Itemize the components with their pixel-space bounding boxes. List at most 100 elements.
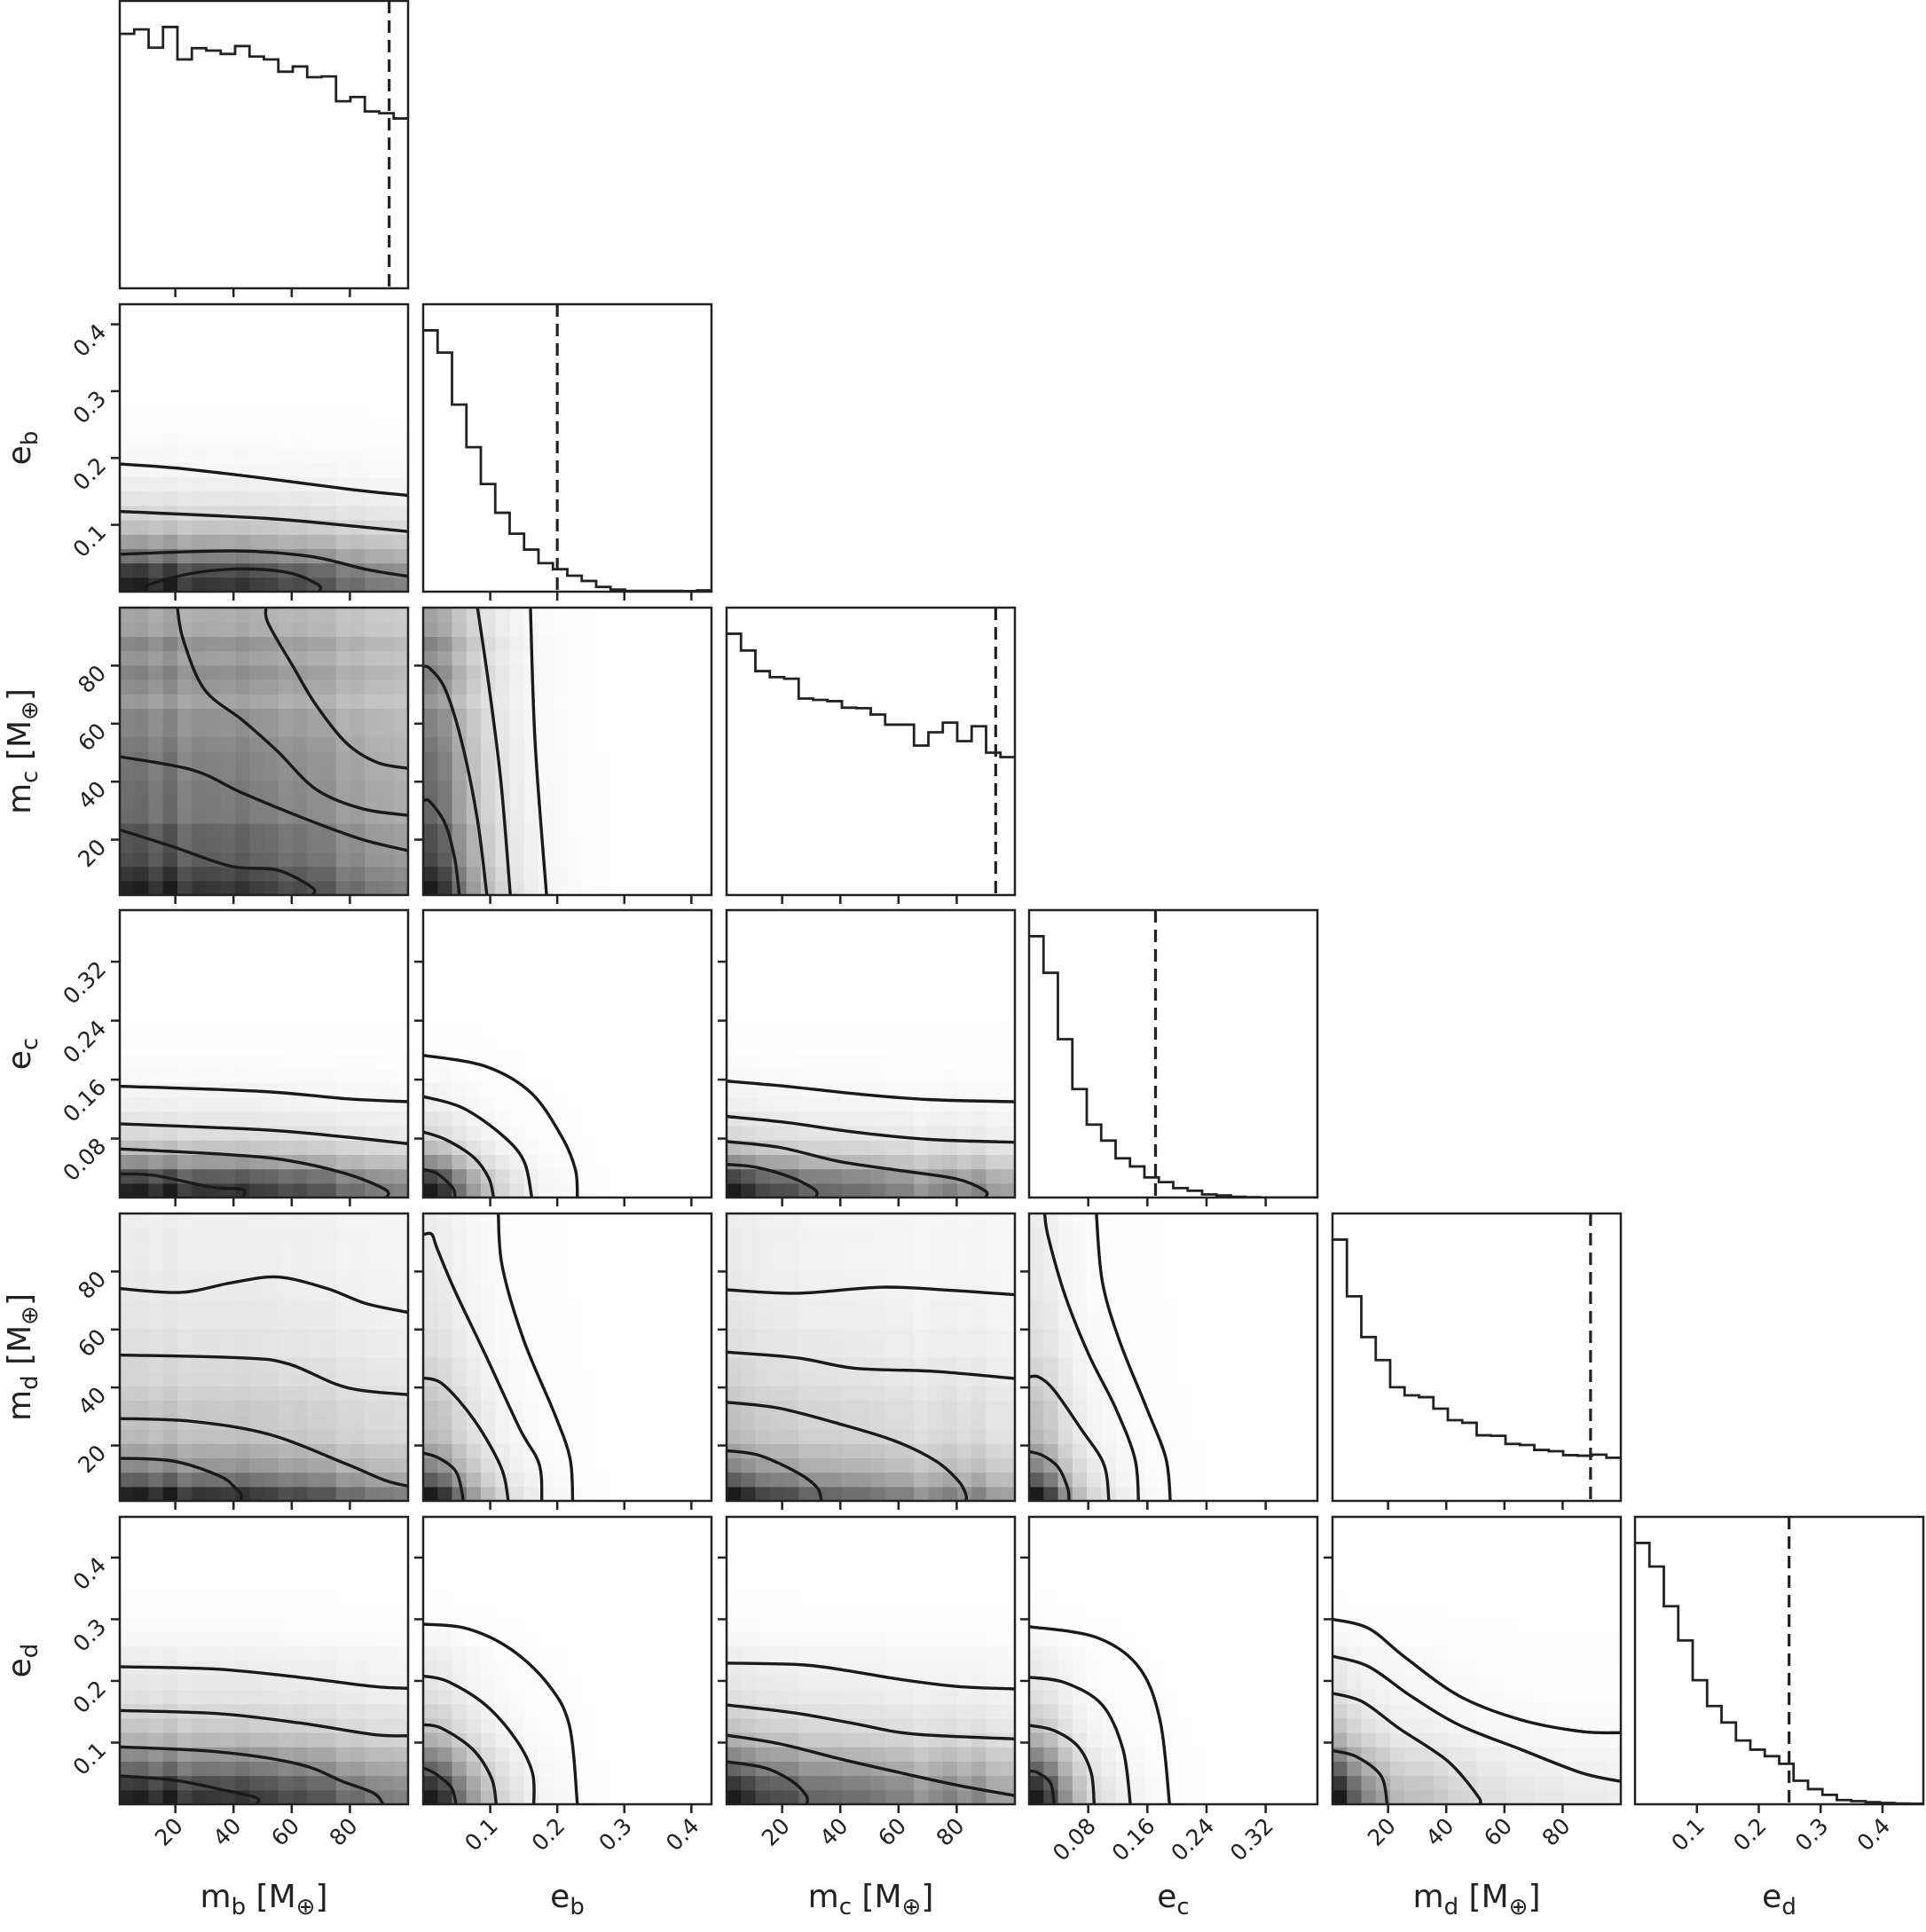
heatmap-cell xyxy=(148,1589,164,1604)
heatmap-cell xyxy=(1302,1300,1317,1315)
heatmap-cell xyxy=(437,1486,453,1501)
heatmap-cell xyxy=(625,1242,641,1258)
heatmap-cell xyxy=(798,1068,814,1083)
heatmap-cell xyxy=(827,1228,843,1243)
panel-content xyxy=(423,608,711,895)
heatmap-cell xyxy=(682,1126,698,1141)
heatmap-cell xyxy=(654,1486,669,1501)
heatmap-cell xyxy=(220,1010,236,1026)
heatmap-cell xyxy=(393,1270,408,1286)
heatmap-cell xyxy=(870,1082,886,1098)
heatmap-cell xyxy=(1043,1472,1059,1488)
heatmap-cell xyxy=(249,1775,265,1791)
heatmap-cell xyxy=(1187,1270,1203,1286)
heatmap-cell xyxy=(481,1213,496,1229)
heatmap-cell xyxy=(162,1342,178,1358)
heatmap-cell xyxy=(263,837,279,852)
heatmap-cell xyxy=(206,1689,222,1705)
heatmap-cell xyxy=(177,924,193,939)
heatmap-cell xyxy=(278,924,294,939)
heatmap-cell xyxy=(509,1703,525,1719)
heatmap-cell xyxy=(567,1429,583,1444)
heatmap-cell xyxy=(235,1314,250,1330)
heatmap-cell xyxy=(986,1429,1002,1444)
heatmap-cell xyxy=(379,1703,395,1719)
heatmap-cell xyxy=(870,1386,886,1402)
heatmap-cell xyxy=(393,1589,408,1604)
heatmap-cell xyxy=(452,1126,468,1141)
heatmap-cell xyxy=(293,1096,308,1112)
heatmap-cell xyxy=(971,1414,987,1430)
heatmap-cell xyxy=(842,1182,857,1198)
heatmap-cell xyxy=(581,1617,597,1633)
heatmap-cell xyxy=(668,1789,684,1804)
heatmap-cell xyxy=(986,1342,1002,1358)
heatmap-cell xyxy=(610,852,626,868)
heatmap-cell xyxy=(335,852,351,868)
heatmap-cell xyxy=(293,347,308,363)
heatmap-cell xyxy=(1087,1400,1102,1416)
heatmap-cell xyxy=(856,982,872,997)
heatmap-cell xyxy=(1072,1256,1088,1272)
heatmap-cell xyxy=(350,1661,366,1676)
heatmap-cell xyxy=(567,1256,583,1272)
heatmap-cell xyxy=(884,1096,900,1112)
heatmap-cell xyxy=(654,751,669,766)
heatmap-cell xyxy=(696,924,711,939)
heatmap-cell xyxy=(538,1154,554,1170)
heatmap-cell xyxy=(206,679,222,695)
heatmap-cell xyxy=(567,1082,583,1098)
heatmap-cell xyxy=(986,1486,1002,1501)
heatmap-cell xyxy=(148,1747,164,1762)
heatmap-cell xyxy=(942,1228,958,1243)
heatmap-cell xyxy=(307,1168,323,1184)
heatmap-cell xyxy=(581,1256,597,1272)
heatmap-cell xyxy=(120,562,135,578)
contour-level-1 xyxy=(120,1275,408,1315)
heatmap-cell xyxy=(120,650,135,666)
heatmap-cell xyxy=(1057,1386,1073,1402)
heatmap-cell xyxy=(162,1603,178,1618)
heatmap-cell xyxy=(798,1429,814,1444)
heatmap-cell xyxy=(235,1545,250,1561)
heatmap-cell xyxy=(423,708,438,724)
heatmap-cell xyxy=(393,622,408,637)
heatmap-cell xyxy=(206,1213,222,1229)
heatmap-cell xyxy=(654,650,669,666)
heatmap-cell xyxy=(162,1054,178,1069)
heatmap-cell xyxy=(120,996,135,1011)
heatmap-cell xyxy=(928,1068,944,1083)
heatmap-cell xyxy=(567,766,583,781)
heatmap-cell xyxy=(1260,1213,1275,1229)
heatmap-cell xyxy=(914,1010,930,1026)
heatmap-cell xyxy=(639,1039,655,1055)
heatmap-cell xyxy=(335,622,351,637)
heatmap-cell xyxy=(278,1242,294,1258)
heatmap-cell xyxy=(321,1400,337,1416)
heatmap-cell xyxy=(986,1472,1002,1488)
heatmap-cell xyxy=(610,1168,626,1184)
heatmap-cell xyxy=(971,1039,987,1055)
heatmap-cell xyxy=(321,318,337,334)
heatmap-cell xyxy=(509,924,525,939)
heatmap-cell xyxy=(553,1054,569,1069)
heatmap-cell xyxy=(379,1531,395,1546)
heatmap-cell xyxy=(321,1025,337,1041)
heatmap-cell xyxy=(162,1414,178,1430)
heatmap-cell xyxy=(379,1039,395,1055)
heatmap-cell xyxy=(567,1645,583,1661)
heatmap-cell xyxy=(293,1182,308,1198)
heatmap-cell xyxy=(134,1270,150,1286)
heatmap-cell xyxy=(581,1689,597,1705)
heatmap-cell xyxy=(523,1054,539,1069)
heatmap-cell xyxy=(870,939,886,954)
heatmap-cell xyxy=(278,534,294,549)
heatmap-cell xyxy=(162,1270,178,1286)
heatmap-cell xyxy=(335,664,351,680)
heatmap-cell xyxy=(523,939,539,954)
heatmap-cell xyxy=(581,953,597,969)
heatmap-cell xyxy=(509,1789,525,1804)
heatmap-cell xyxy=(696,910,711,925)
heatmap-cell xyxy=(1202,1371,1217,1386)
heatmap-cell xyxy=(928,982,944,997)
